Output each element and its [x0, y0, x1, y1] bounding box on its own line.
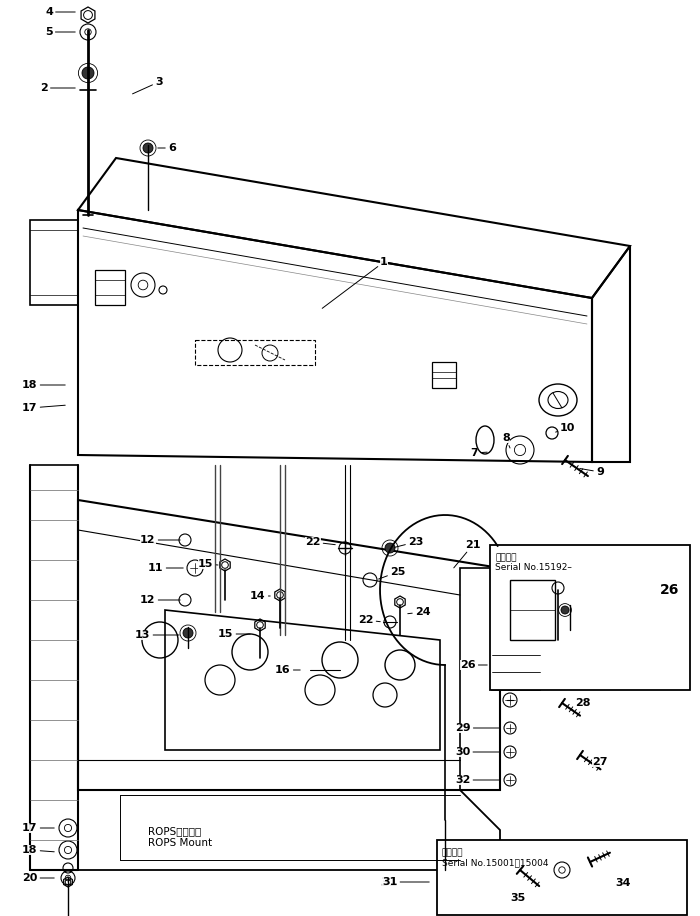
Text: 26: 26 [460, 660, 487, 670]
Text: 5: 5 [45, 27, 75, 37]
Text: 23: 23 [395, 537, 424, 548]
Text: 34: 34 [615, 878, 631, 888]
Circle shape [385, 543, 395, 553]
Text: 20: 20 [22, 873, 54, 883]
Text: 31: 31 [382, 877, 429, 887]
Text: 6: 6 [158, 143, 176, 153]
Text: 1: 1 [322, 257, 388, 309]
Text: ROPSマウント
ROPS Mount: ROPSマウント ROPS Mount [148, 826, 212, 847]
Circle shape [561, 606, 569, 614]
Text: 17: 17 [22, 403, 65, 413]
Text: 27: 27 [588, 757, 608, 767]
Circle shape [521, 661, 529, 669]
Text: 28: 28 [572, 698, 591, 710]
Text: 9: 9 [580, 467, 604, 477]
Text: 3: 3 [132, 77, 162, 93]
Text: 17: 17 [22, 823, 54, 833]
Text: 18: 18 [22, 845, 54, 855]
Text: 35: 35 [510, 893, 525, 903]
Circle shape [159, 286, 167, 294]
Text: 10: 10 [556, 423, 575, 433]
Text: 12: 12 [140, 535, 180, 545]
Text: 22: 22 [358, 615, 380, 625]
Text: 26: 26 [660, 583, 680, 597]
Text: 13: 13 [135, 630, 179, 640]
Text: 8: 8 [502, 433, 510, 448]
Text: 31: 31 [380, 876, 398, 889]
Text: 15: 15 [218, 629, 250, 639]
Text: 14: 14 [250, 591, 270, 601]
Text: 7: 7 [470, 448, 487, 458]
Text: 22: 22 [305, 537, 335, 547]
Bar [437, 840, 687, 915]
Circle shape [82, 67, 94, 79]
Circle shape [501, 661, 509, 669]
Bar [490, 545, 690, 690]
Text: 2: 2 [40, 83, 75, 93]
Text: 11: 11 [148, 563, 183, 573]
Text: 15: 15 [198, 559, 218, 569]
Text: 適用号機
Serial No.15192–: 適用号機 Serial No.15192– [495, 553, 572, 572]
Text: 32: 32 [455, 775, 499, 785]
Text: 4: 4 [45, 7, 75, 17]
Text: 29: 29 [455, 723, 499, 733]
Text: 30: 30 [455, 747, 499, 757]
Circle shape [143, 143, 153, 153]
Circle shape [183, 628, 193, 638]
Text: 24: 24 [408, 607, 430, 617]
Text: 12: 12 [140, 595, 180, 605]
Text: 21: 21 [454, 540, 480, 568]
Text: 18: 18 [22, 380, 65, 390]
Text: 16: 16 [275, 665, 300, 675]
Text: 適用号機
Serial No.15001～15004: 適用号機 Serial No.15001～15004 [442, 848, 549, 867]
Text: 25: 25 [379, 567, 405, 579]
